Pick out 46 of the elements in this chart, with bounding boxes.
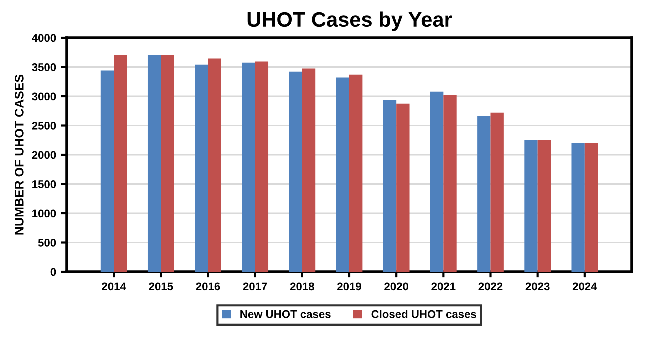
y-tick-label: 0 (50, 268, 56, 276)
bar (490, 112, 504, 272)
x-tick-label: 2015 (149, 282, 174, 291)
bar (289, 72, 302, 272)
x-tick-label: 2022 (478, 282, 503, 291)
y-tick-label: 1000 (32, 210, 56, 218)
bar (148, 54, 162, 272)
bar (396, 104, 410, 272)
bar (444, 95, 457, 272)
bar (430, 92, 444, 272)
x-tick-label: 2019 (338, 282, 362, 291)
bar (383, 100, 397, 272)
y-axis-title: NUMBER OF UHOT CASES (14, 74, 24, 235)
y-tick-label: 1500 (32, 180, 56, 188)
bar (242, 62, 256, 272)
x-tick-label: 2023 (526, 282, 550, 291)
x-tick-label: 2018 (290, 282, 314, 291)
bar (478, 116, 491, 272)
x-tick-label: 2024 (572, 282, 598, 291)
x-tick-label: 2016 (196, 282, 220, 291)
y-tick-label: 3000 (32, 92, 56, 101)
chart-title: UHOT Cases by Year (248, 12, 452, 32)
bar (161, 54, 174, 272)
y-tick-label: 2500 (32, 122, 56, 130)
bar (114, 54, 128, 272)
bar (350, 74, 363, 272)
bar (255, 62, 269, 272)
bar (208, 58, 222, 272)
x-tick-label: 2021 (432, 282, 456, 291)
x-tick-label: 2017 (243, 282, 268, 291)
bar (524, 140, 538, 272)
bar (195, 64, 208, 272)
legend-label: Closed UHOT cases (372, 310, 476, 318)
y-tick-label: 2000 (32, 151, 56, 160)
y-tick-label: 3500 (32, 64, 56, 72)
legend-label: New UHOT cases (240, 310, 331, 318)
y-tick-label: 4000 (32, 34, 56, 42)
bar (100, 70, 114, 272)
x-tick-label: 2020 (384, 282, 408, 291)
bar (572, 143, 585, 272)
x-tick-label: 2014 (102, 282, 126, 291)
bar (336, 78, 350, 272)
bar (584, 143, 598, 272)
y-tick-label: 500 (38, 239, 56, 247)
bar (538, 140, 552, 272)
bar (302, 68, 316, 272)
